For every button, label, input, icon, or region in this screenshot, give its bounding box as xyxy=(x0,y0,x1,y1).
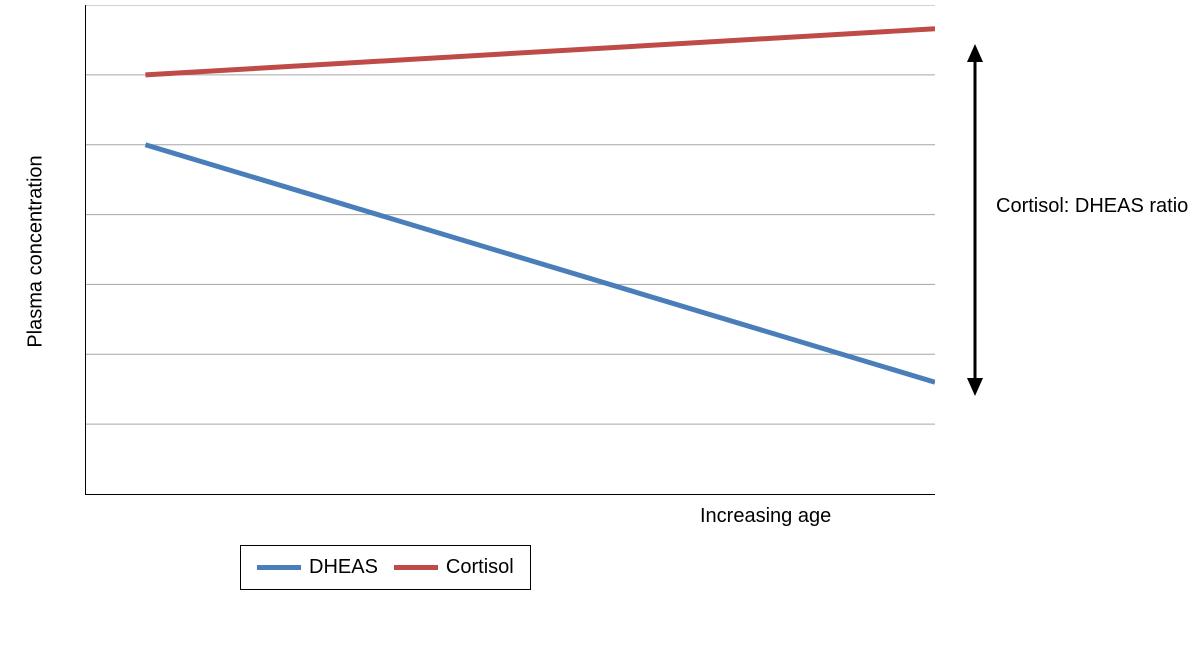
legend-swatch xyxy=(394,565,438,570)
plot-area xyxy=(85,5,935,495)
legend-label: Cortisol xyxy=(446,556,514,579)
ratio-arrow xyxy=(960,40,990,400)
legend-label: DHEAS xyxy=(309,556,378,579)
y-axis-label: Plasma concentration xyxy=(25,155,48,347)
chart-container xyxy=(55,5,935,495)
chart-svg xyxy=(86,5,935,494)
annotation-label: Cortisol: DHEAS ratio xyxy=(996,195,1188,218)
legend: DHEAS Cortisol xyxy=(240,545,531,590)
legend-swatch xyxy=(257,565,301,570)
legend-item: DHEAS xyxy=(257,556,378,579)
series-line-cortisol xyxy=(145,29,935,75)
series-line-dheas xyxy=(145,145,935,383)
x-axis-label: Increasing age xyxy=(700,505,831,528)
legend-item: Cortisol xyxy=(394,556,514,579)
